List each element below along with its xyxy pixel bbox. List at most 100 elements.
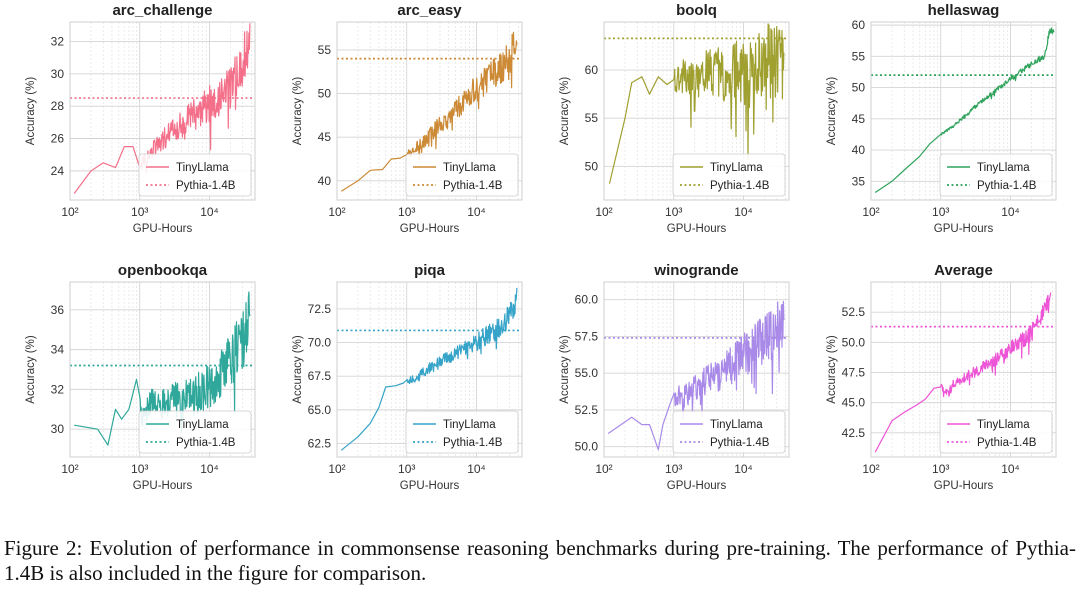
legend-label-pythia: Pythia-1.4B: [977, 180, 1037, 192]
subplot-winogrande: 10² 10³ 10⁴ 50.0 52.5 55.0 57.5 60.0 winogrande G…: [559, 262, 790, 492]
x-tick-label: 10³: [665, 462, 682, 476]
y-tick-label: 52.5: [842, 305, 866, 319]
legend-label-pythia: Pythia-1.4B: [710, 180, 770, 192]
y-tick-label: 36: [51, 303, 65, 317]
y-axis-label: Accuracy (%): [826, 335, 838, 404]
y-tick-label: 55: [318, 43, 332, 57]
y-axis-label: Accuracy (%): [826, 77, 838, 146]
plot-frame: [69, 281, 256, 458]
plot-frame: [336, 281, 523, 458]
plot-frame: [336, 21, 523, 201]
y-tick-label: 55: [852, 49, 866, 63]
chart-title: hellaswag: [928, 2, 1000, 19]
benchmark-figure: 10² 10³ 10⁴ 24 26 28 30 32 arc_challenge GPU-Hour…: [25, 2, 1057, 492]
y-axis-label: Accuracy (%): [25, 335, 37, 404]
y-tick-label: 50.0: [575, 440, 599, 454]
legend-label-tinyllama: TinyLlama: [443, 162, 496, 174]
legend-box: [672, 410, 786, 454]
figure-caption: Figure 2: Evolution of performance in co…: [4, 536, 1076, 585]
y-tick-label: 45: [318, 130, 332, 144]
legend-label-pythia: Pythia-1.4B: [710, 437, 770, 449]
x-tick-label: 10²: [328, 205, 345, 219]
x-tick-label: 10²: [862, 205, 879, 219]
y-tick-label: 45.0: [842, 396, 866, 410]
subplot-average: 10² 10³ 10⁴ 42.5 45.0 47.5 50.0 52.5 Average GPU-…: [826, 262, 1057, 492]
x-tick-label: 10³: [932, 462, 949, 476]
x-tick-label: 10²: [862, 462, 879, 476]
y-tick-label: 50: [318, 87, 332, 101]
legend-label-tinyllama: TinyLlama: [710, 419, 763, 431]
y-tick-label: 65.0: [308, 403, 332, 417]
y-tick-label: 35: [852, 174, 866, 188]
x-tick-label: 10⁴: [467, 205, 486, 219]
x-axis-label: GPU-Hours: [934, 480, 994, 492]
x-tick-label: 10²: [61, 205, 78, 219]
chart-title: winogrande: [653, 262, 738, 279]
legend-box: [672, 153, 786, 197]
x-tick-label: 10²: [595, 205, 612, 219]
legend-label-tinyllama: TinyLlama: [176, 162, 229, 174]
x-tick-label: 10³: [398, 462, 415, 476]
subplot-openbookqa: 10² 10³ 10⁴ 30 32 34 36 openbookqa GPU-Hours Accu…: [25, 262, 256, 492]
legend-label-pythia: Pythia-1.4B: [977, 437, 1037, 449]
chart-title: boolq: [676, 2, 717, 19]
legend: TinyLlama Pythia-1.4B: [672, 410, 786, 454]
x-tick-label: 10²: [595, 462, 612, 476]
y-tick-label: 55: [585, 111, 599, 125]
y-tick-label: 45: [852, 112, 866, 126]
subplot-hellaswag: 10² 10³ 10⁴ 35 40 45 50 55 60 hellaswag GPU-Hours A…: [826, 2, 1057, 235]
y-tick-label: 52.5: [575, 403, 599, 417]
subplot-arc-challenge: 10² 10³ 10⁴ 24 26 28 30 32 arc_challenge GPU-Hour…: [25, 2, 256, 235]
legend-label-tinyllama: TinyLlama: [443, 419, 496, 431]
y-tick-label: 42.5: [842, 426, 866, 440]
x-tick-label: 10⁴: [734, 462, 753, 476]
x-axis-label: GPU-Hours: [400, 480, 460, 492]
legend-box: [405, 410, 519, 454]
x-tick-label: 10⁴: [1001, 462, 1020, 476]
legend-box: [939, 410, 1053, 454]
y-tick-label: 50: [852, 81, 866, 95]
y-tick-label: 50: [585, 159, 599, 173]
y-tick-label: 40: [318, 174, 332, 188]
y-tick-label: 30: [51, 422, 65, 436]
y-tick-label: 67.5: [308, 369, 332, 383]
y-tick-label: 60: [852, 18, 866, 32]
chart-title: arc_easy: [397, 2, 462, 19]
y-tick-label: 57.5: [575, 329, 599, 343]
x-tick-label: 10³: [932, 205, 949, 219]
plot-frame: [69, 21, 256, 201]
legend: TinyLlama Pythia-1.4B: [405, 410, 519, 454]
y-tick-label: 50.0: [842, 335, 866, 349]
chart-title: Average: [934, 262, 993, 279]
legend-box: [138, 153, 252, 197]
legend-label-pythia: Pythia-1.4B: [443, 437, 503, 449]
x-tick-label: 10⁴: [734, 205, 753, 219]
legend-label-tinyllama: TinyLlama: [977, 162, 1030, 174]
legend-box: [939, 153, 1053, 197]
tinyllama-line: [73, 23, 251, 194]
tinyllama-line: [74, 291, 251, 446]
y-tick-label: 40: [852, 143, 866, 157]
legend: TinyLlama Pythia-1.4B: [405, 153, 519, 197]
y-tick-label: 70.0: [308, 336, 332, 350]
legend-label-pythia: Pythia-1.4B: [176, 180, 236, 192]
chart-title: openbookqa: [118, 262, 208, 279]
legend: TinyLlama Pythia-1.4B: [939, 410, 1053, 454]
x-axis-label: GPU-Hours: [400, 223, 460, 235]
legend: TinyLlama Pythia-1.4B: [939, 153, 1053, 197]
plot-frame: [603, 21, 790, 201]
x-tick-label: 10³: [398, 205, 415, 219]
tinyllama-line: [874, 27, 1055, 193]
plot-frame: [870, 281, 1057, 458]
x-tick-label: 10³: [665, 205, 682, 219]
subplot-piqa: 10² 10³ 10⁴ 62.5 65.0 67.5 70.0 72.5 piqa GPU-Hou…: [292, 262, 523, 492]
x-tick-label: 10³: [131, 205, 148, 219]
y-tick-label: 24: [51, 164, 65, 178]
x-axis-label: GPU-Hours: [133, 480, 193, 492]
y-axis-label: Accuracy (%): [559, 77, 571, 146]
x-tick-label: 10⁴: [467, 462, 486, 476]
y-tick-label: 55.0: [575, 366, 599, 380]
legend: TinyLlama Pythia-1.4B: [138, 410, 252, 454]
y-tick-label: 32: [51, 382, 65, 396]
y-tick-label: 60.0: [575, 293, 599, 307]
